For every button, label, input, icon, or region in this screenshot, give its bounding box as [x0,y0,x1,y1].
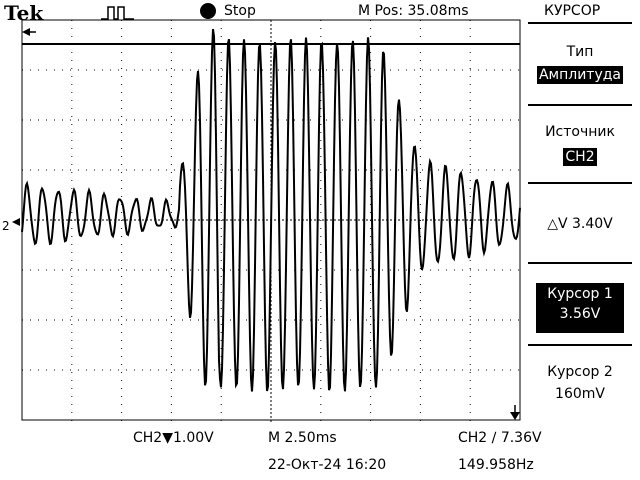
stop-indicator-icon [200,3,216,19]
menu-type-label: Тип [566,44,594,60]
menu-source-button[interactable]: CH2 [528,146,632,166]
run-state: Stop [224,3,256,19]
menu-title: КУРСОР [544,3,601,19]
trigger-level: CH2 ∕ 7.36V [458,430,542,446]
delta-voltage-readout: △V 3.40V [547,216,613,232]
cursor-2-label[interactable]: Курсор 2 [547,364,613,380]
trigger-frequency: 149.958Hz [458,457,534,473]
cursor-1-button[interactable]: Курсор 1 3.56V [536,283,624,333]
menu-divider [528,182,632,184]
trigger-point-icon [510,412,520,420]
menu-divider [528,262,632,264]
waveform-display: 2 [2,19,521,422]
menu-divider [528,104,632,106]
brand-logo: Tek [4,1,44,25]
ch2-trace [21,28,521,392]
horizontal-position: M Pos: 35.08ms [358,3,469,19]
menu-source-label: Источник [545,124,615,140]
menu-divider [528,344,632,346]
channel-ground-arrow-icon [12,218,20,226]
timebase: M 2.50ms [268,430,337,446]
date-time: 22-Окт-24 16:20 [268,457,387,473]
trigger-pulse-icon [101,6,134,20]
menu-type-value: Амплитуда [536,66,624,84]
channel-2-marker: 2 [2,219,10,233]
cursor-1-value: 3.56V [559,306,601,322]
cursor-2-value: 160mV [555,386,605,402]
menu-source-value: CH2 [563,148,597,166]
cursor-1-label: Курсор 1 [547,286,613,302]
ch2-scale: CH2▼1.00V [133,430,214,446]
menu-divider [528,22,632,24]
menu-type-button[interactable]: Амплитуда [528,64,632,84]
